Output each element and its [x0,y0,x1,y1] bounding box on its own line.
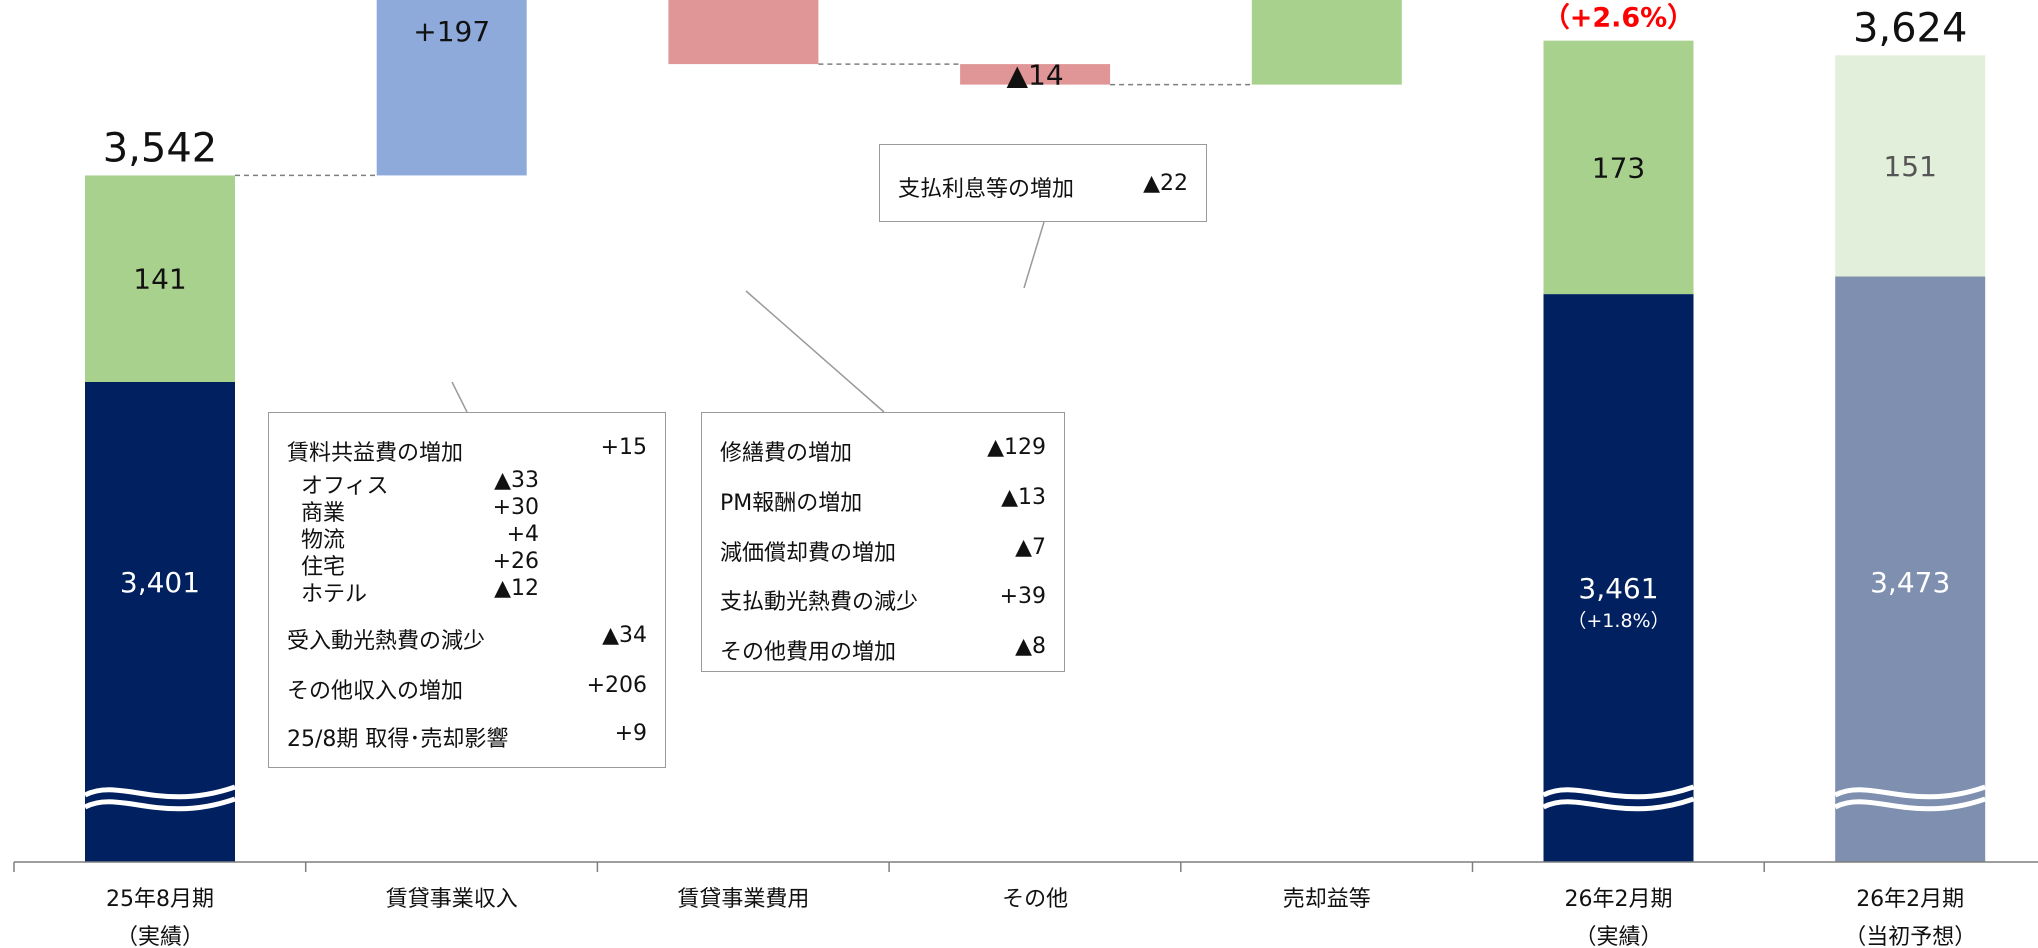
breakdown-row-value: +30 [492,495,539,520]
breakdown-row-value: +15 [600,435,647,460]
bar-total-label-6: 3,624 [1853,5,1968,51]
bar-top-label-0: 141 [133,263,186,296]
breakdown-row: 受入動光熱費の減少 ▲34 [269,623,665,654]
bar-step-3 [960,64,1111,85]
breakdown-row: 修繕費の増加 ▲129 [702,435,1064,466]
breakdown-row-value: ▲34 [602,623,647,648]
bar-step-label-1: +197 [413,15,490,48]
breakdown-row: その他収入の増加 +206 [269,673,665,704]
breakdown-row-label: オフィス [301,474,389,499]
breakdown-row-value: ▲13 [1001,485,1046,510]
breakdown-row-label: その他収入の増加 [287,679,464,704]
x-tick-label-0: 25年8月期 [106,887,214,912]
leader-other [1023,221,1045,289]
axis-break-wave-5-1 [1542,796,1695,812]
axis-break-wave-5-0 [1542,784,1695,800]
bar-base-0 [85,382,235,862]
breakdown-row-value: ▲12 [494,576,539,601]
breakdown-row-value: ▲22 [1143,171,1188,196]
breakdown-row-label: 支払動光熱費の減少 [720,590,919,615]
breakdown-row: オフィス ▲33 [269,468,665,499]
breakdown-row-label: 修繕費の増加 [720,441,853,466]
breakdown-row-label: PM報酬の増加 [720,491,863,516]
income-breakdown-box: 賃料共益費の増加 +15 オフィス ▲33 商業 +30 物流 +4 住宅 +26 ホテル ▲12 受入… [268,412,666,768]
breakdown-row-value: +39 [999,584,1046,609]
breakdown-row-value: ▲33 [494,468,539,493]
bar-total-label-0: 3,542 [103,125,218,171]
x-tick-label-3: その他 [1002,887,1068,912]
leader-expense [745,290,885,413]
breakdown-row-value: +9 [614,721,647,746]
bar-step-1 [376,0,527,176]
breakdown-row-label: 25/8期 取得･売却影響 [287,727,509,752]
x-tick-label-6: 26年2月期 [1856,887,1964,912]
bar-step-label-3: ▲14 [1007,58,1064,91]
breakdown-row-value: ▲7 [1015,535,1046,560]
x-tick-label-4: 売却益等 [1283,887,1371,912]
bar-top-5 [1543,40,1694,295]
bar-base-label-6: 3,473 [1870,566,1950,599]
breakdown-row-label: 支払利息等の増加 [898,177,1075,202]
breakdown-row-value: ▲129 [987,435,1046,460]
breakdown-row-label: 賃料共益費の増加 [287,441,464,466]
bar-step-4 [1251,0,1402,85]
breakdown-row: その他費用の増加 ▲8 [702,634,1064,665]
breakdown-row-value: ▲8 [1015,634,1046,659]
bar-top-label-5: 173 [1592,151,1645,184]
breakdown-row-label: 物流 [301,528,346,553]
x-tick-label-2: 賃貸事業費用 [677,887,809,912]
x-tick-sublabel-5: （実績） [1574,925,1662,948]
breakdown-row-label: 減価償却費の増加 [720,541,897,566]
breakdown-row: 支払利息等の増加 ▲22 [880,171,1206,202]
bar-step-2 [668,0,819,65]
bar-total-sublabel-5: （+2.6%） [1543,3,1695,34]
breakdown-row-label: 商業 [301,501,346,526]
other-breakdown-box: 支払利息等の増加 ▲22 [879,144,1207,222]
bar-base-6 [1835,276,1986,862]
bar-top-6 [1835,55,1986,277]
breakdown-row-label: 受入動光熱費の減少 [287,629,486,654]
x-tick-sublabel-0: （実績） [116,925,204,948]
x-tick-label-1: 賃貸事業収入 [386,887,518,912]
breakdown-row: 減価償却費の増加 ▲7 [702,535,1064,566]
bar-base-label-0: 3,401 [120,566,200,599]
breakdown-row-label: 住宅 [301,555,346,580]
axis-break-wave-6-0 [1834,784,1987,800]
leader-income [451,381,468,413]
breakdown-row: 支払動光熱費の減少 +39 [702,584,1064,615]
x-tick-label-5: 26年2月期 [1565,887,1673,912]
breakdown-row: 商業 +30 [269,495,665,526]
bar-base-5 [1543,294,1694,863]
breakdown-row-label: ホテル [301,582,368,607]
breakdown-row: 物流 +4 [269,522,665,553]
axis-break-wave-0-0 [83,784,236,800]
bar-top-0 [85,175,235,382]
x-tick-sublabel-6: （当初予想） [1844,925,1976,948]
breakdown-row-label: その他費用の増加 [720,640,897,665]
bar-base-sublabel-5: （+1.8%） [1567,610,1669,632]
axis-break-wave-0-1 [83,796,236,812]
breakdown-row: PM報酬の増加 ▲13 [702,485,1064,516]
expense-breakdown-box: 修繕費の増加 ▲129 PM報酬の増加 ▲13 減価償却費の増加 ▲7 支払動光熱費の減少 +… [701,412,1065,672]
breakdown-row: ホテル ▲12 [269,576,665,607]
breakdown-row-value: +26 [492,549,539,574]
bar-top-label-6: 151 [1883,150,1936,183]
bar-total-label-5: 3,634 [1555,0,1682,5]
breakdown-row: 賃料共益費の増加 +15 [269,435,665,466]
breakdown-row-value: +4 [506,522,539,547]
breakdown-row: 住宅 +26 [269,549,665,580]
axis-break-wave-6-1 [1834,796,1987,812]
breakdown-row: 25/8期 取得･売却影響 +9 [269,721,665,752]
breakdown-row-value: +206 [586,673,647,698]
bar-base-label-5: 3,461 [1578,572,1658,605]
